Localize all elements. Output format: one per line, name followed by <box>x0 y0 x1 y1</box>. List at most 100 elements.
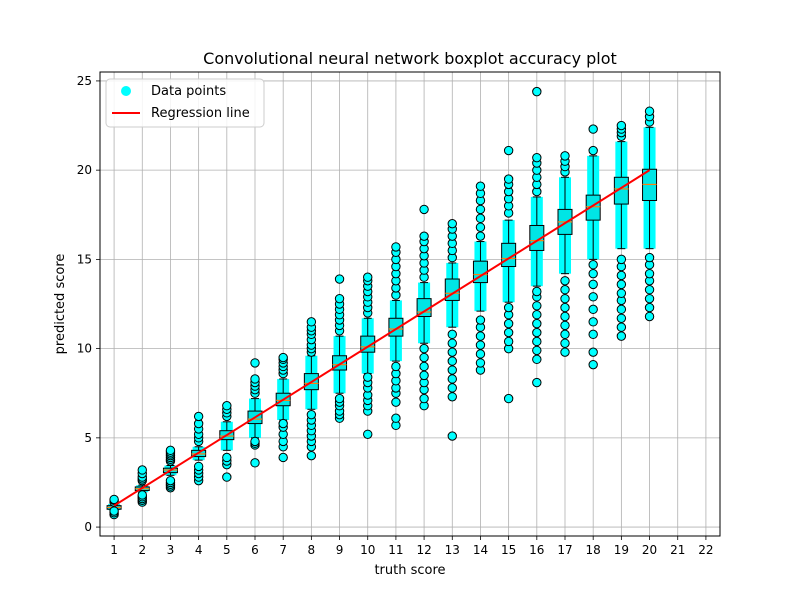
x-tick-label: 13 <box>445 543 460 557</box>
outlier-point <box>419 361 429 372</box>
outlier-point <box>278 418 288 429</box>
outlier-point <box>616 288 627 298</box>
outlier-point <box>250 436 260 447</box>
outlier-point <box>391 397 401 407</box>
outlier-point <box>250 458 260 468</box>
y-tick-label: 5 <box>84 431 92 445</box>
outlier-point <box>137 490 147 500</box>
outlier-point <box>588 304 598 315</box>
outlier-point <box>532 377 542 388</box>
outlier-point <box>560 293 570 304</box>
outlier-point <box>532 354 542 365</box>
outlier-point <box>165 475 176 486</box>
legend: Data points Regression line <box>105 78 265 128</box>
x-tick-label: 14 <box>473 543 488 557</box>
x-tick-label: 18 <box>586 543 601 557</box>
outlier-point <box>222 401 232 411</box>
outlier-point <box>250 358 260 368</box>
outlier-point <box>109 506 119 516</box>
outlier-point <box>475 213 486 224</box>
outlier-point <box>165 445 176 456</box>
outlier-point <box>532 327 542 338</box>
outlier-point <box>419 370 429 381</box>
outlier-point <box>560 320 570 331</box>
outlier-point <box>475 349 486 359</box>
box <box>585 194 601 221</box>
outlier-point <box>588 260 598 270</box>
outlier-point <box>644 302 655 313</box>
x-tick-label: 20 <box>642 543 657 557</box>
box <box>388 317 404 337</box>
outlier-point <box>588 329 598 340</box>
outlier-point <box>588 292 598 302</box>
x-tick-label: 1 <box>110 543 118 557</box>
regression-line <box>113 169 651 507</box>
regression-group <box>113 169 651 507</box>
outlier-point <box>334 293 345 304</box>
outlier-point <box>363 429 373 439</box>
outlier-point <box>532 301 542 311</box>
outlier-point <box>222 472 232 482</box>
outlier-point <box>503 302 514 313</box>
x-tick-label: 6 <box>251 543 259 557</box>
outlier-point <box>560 329 570 340</box>
legend-label-data-points: Data points <box>151 84 226 99</box>
outlier-point <box>503 318 514 329</box>
outlier-point <box>560 311 570 322</box>
x-tick-label: 3 <box>167 543 175 557</box>
outlier-point <box>560 285 570 295</box>
outlier-point <box>532 345 542 356</box>
outlier-point <box>475 331 486 341</box>
outlier-point <box>278 452 288 463</box>
y-tick-label: 15 <box>77 252 92 266</box>
outlier-point <box>644 106 655 116</box>
x-tick-label: 11 <box>388 543 403 557</box>
outlier-point <box>475 204 486 215</box>
outlier-point <box>616 313 627 323</box>
x-tick-label: 22 <box>698 543 713 557</box>
outlier-point <box>616 254 627 265</box>
outlier-point <box>447 338 457 348</box>
outlier-point <box>616 304 627 315</box>
outlier-point <box>532 86 542 97</box>
outlier-point <box>250 374 260 384</box>
outlier-point <box>391 242 401 252</box>
outlier-point <box>503 393 514 404</box>
outlier-point <box>109 494 119 505</box>
outlier-point <box>419 393 429 404</box>
outlier-point <box>588 124 598 134</box>
outlier-point <box>363 372 373 382</box>
outlier-point <box>560 302 570 313</box>
outlier-point <box>532 318 542 329</box>
outlier-point <box>560 151 570 161</box>
outlier-point <box>447 383 457 393</box>
outlier-point <box>391 361 401 372</box>
outlier-point <box>419 343 429 354</box>
outlier-point <box>616 322 627 332</box>
x-tick-label: 7 <box>279 543 287 557</box>
x-tick-label: 12 <box>416 543 431 557</box>
outlier-point <box>503 327 514 338</box>
outlier-point <box>588 279 598 290</box>
x-tick-label: 8 <box>308 543 316 557</box>
x-tick-label: 19 <box>614 543 629 557</box>
outlier-point <box>334 274 345 284</box>
outlier-point <box>391 413 401 423</box>
outlier-point <box>588 145 598 156</box>
legend-frame <box>105 78 265 128</box>
y-tick-label: 10 <box>77 342 92 356</box>
outlier-point <box>616 120 627 131</box>
outlier-point <box>588 359 598 370</box>
legend-label-regression-line: Regression line <box>151 106 250 121</box>
outlier-point <box>560 276 570 286</box>
axes-frame <box>99 71 721 537</box>
outlier-point <box>419 352 429 363</box>
y-tick-label: 0 <box>84 520 92 534</box>
outlier-point <box>616 279 627 290</box>
outlier-point <box>588 268 598 279</box>
x-tick-label: 16 <box>529 543 544 557</box>
outlier-point <box>532 152 542 163</box>
x-tick-label: 17 <box>557 543 572 557</box>
outlier-point <box>588 317 598 327</box>
